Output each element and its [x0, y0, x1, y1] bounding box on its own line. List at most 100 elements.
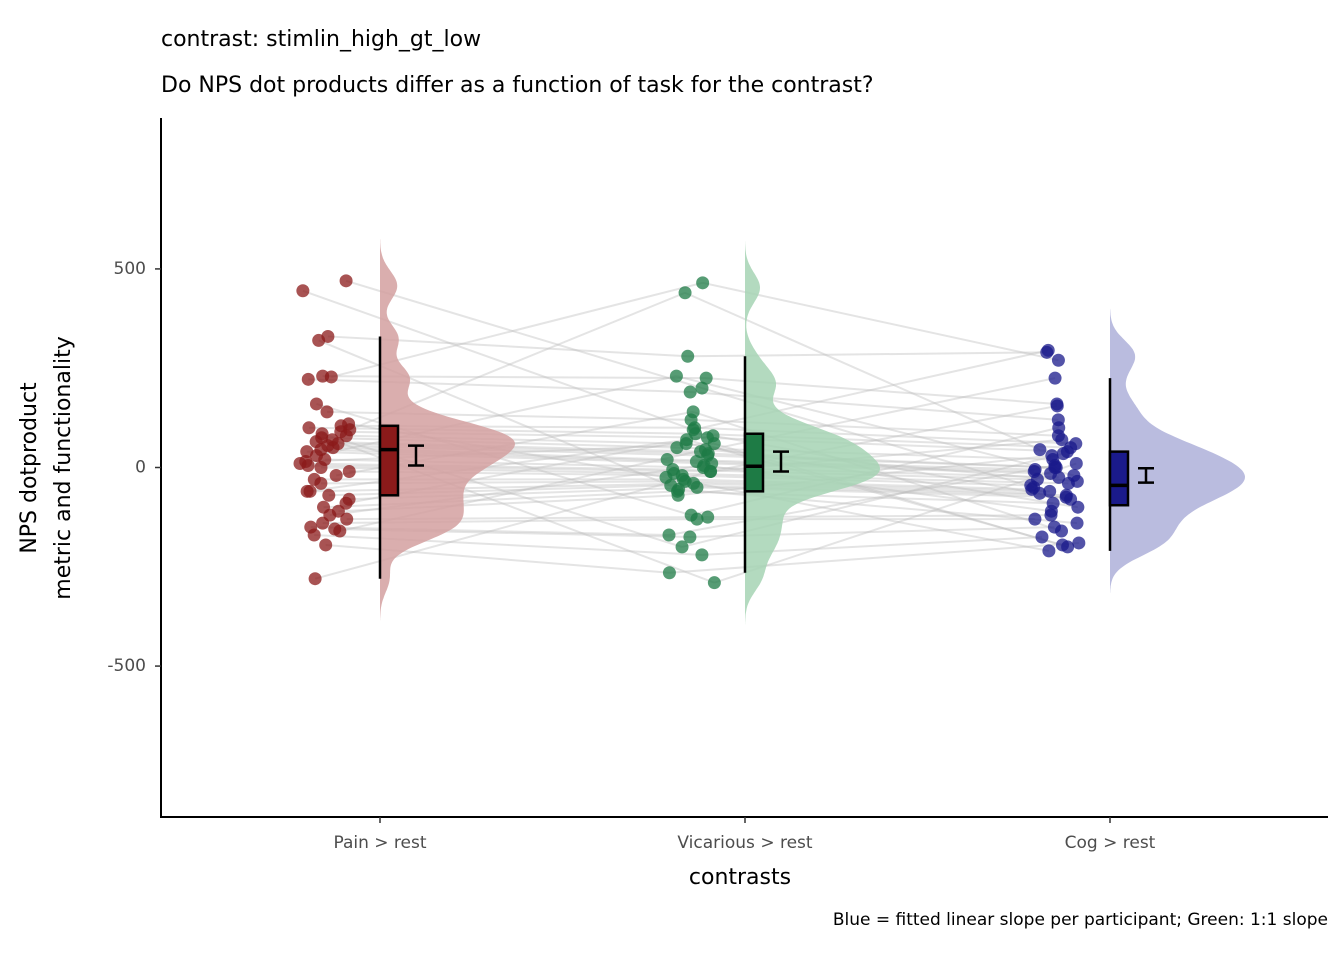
point: [707, 437, 721, 451]
participant-line: [325, 543, 670, 574]
point: [660, 453, 674, 467]
point: [1061, 540, 1075, 554]
error-bar: [408, 444, 424, 467]
point: [1052, 470, 1066, 484]
participant-line: [669, 541, 1079, 574]
participant-line: [702, 281, 1059, 362]
point: [1051, 353, 1065, 367]
point: [703, 464, 717, 478]
participant-line: [677, 490, 1054, 505]
point: [307, 528, 321, 542]
y-tick-label: -500: [107, 656, 146, 676]
point: [1040, 345, 1054, 359]
point: [322, 488, 336, 502]
participant-line: [676, 375, 1075, 477]
point: [312, 333, 326, 347]
y-tick-label: 500: [114, 259, 146, 279]
chart-title: contrast: stimlin_high_gt_low: [161, 27, 481, 52]
point: [296, 284, 310, 298]
participant-line: [310, 526, 670, 537]
point: [1043, 484, 1057, 498]
participant-line: [670, 484, 1067, 497]
point: [324, 370, 338, 384]
point: [314, 476, 328, 490]
point: [695, 381, 709, 395]
participant-line: [306, 450, 712, 465]
point: [1047, 520, 1061, 534]
point: [342, 464, 356, 478]
point: [329, 468, 343, 482]
participant-line: [668, 464, 1056, 537]
point: [681, 349, 695, 363]
y-axis-label: metric and functionality: [51, 336, 76, 599]
point: [690, 480, 704, 494]
point: [695, 548, 709, 562]
participant-line: [310, 482, 694, 493]
point: [1072, 536, 1086, 550]
point: [707, 576, 721, 590]
box: [743, 432, 765, 493]
participant-line: [673, 472, 1069, 485]
participant-line: [714, 462, 1077, 584]
point: [1069, 457, 1083, 471]
point: [1042, 544, 1056, 558]
x-tick-label: Vicarious > rest: [677, 833, 812, 853]
point: [1055, 433, 1069, 447]
box: [1108, 450, 1130, 507]
point: [299, 455, 313, 469]
point: [683, 530, 697, 544]
point: [662, 566, 676, 580]
point: [1070, 516, 1084, 530]
point: [680, 433, 694, 447]
point: [675, 540, 689, 554]
chart-subtitle: Do NPS dot products differ as a function…: [161, 73, 874, 98]
point: [301, 372, 315, 386]
participant-line: [302, 289, 694, 431]
caption: Blue = fitted linear slope per participa…: [833, 910, 1328, 930]
participant-line: [308, 378, 691, 394]
point: [339, 429, 353, 443]
point: [669, 369, 683, 383]
participant-line: [308, 426, 696, 435]
point: [340, 512, 354, 526]
point: [320, 405, 334, 419]
point: [316, 516, 330, 530]
participant-line: [683, 478, 1032, 491]
point: [300, 484, 314, 498]
point: [699, 371, 713, 385]
point: [671, 488, 685, 502]
participant-line: [305, 442, 715, 463]
point: [1048, 459, 1062, 473]
density: [380, 239, 515, 621]
participant-line: [687, 351, 1047, 358]
marks: [293, 274, 1154, 590]
participant-line: [306, 438, 687, 493]
error-bar: [773, 450, 789, 473]
point: [1033, 443, 1047, 457]
dens: [380, 239, 1245, 625]
participant-line: [665, 476, 1050, 552]
point: [319, 538, 333, 552]
point: [696, 276, 710, 290]
point: [1033, 486, 1047, 500]
participant-line: [318, 339, 680, 491]
participant-line: [314, 534, 702, 556]
participant-line: [316, 375, 677, 457]
x-tick-label: Pain > rest: [333, 833, 426, 853]
point: [309, 397, 323, 411]
participant-line: [345, 279, 703, 390]
point: [326, 441, 340, 455]
point: [690, 512, 704, 526]
error-bar: [1138, 467, 1154, 484]
point: [302, 421, 316, 435]
point: [678, 286, 692, 300]
participant-line: [684, 291, 1041, 451]
point: [1044, 508, 1058, 522]
point: [1050, 399, 1064, 413]
density: [745, 241, 880, 625]
point: [670, 441, 684, 455]
box: [378, 424, 400, 497]
point: [1035, 530, 1049, 544]
